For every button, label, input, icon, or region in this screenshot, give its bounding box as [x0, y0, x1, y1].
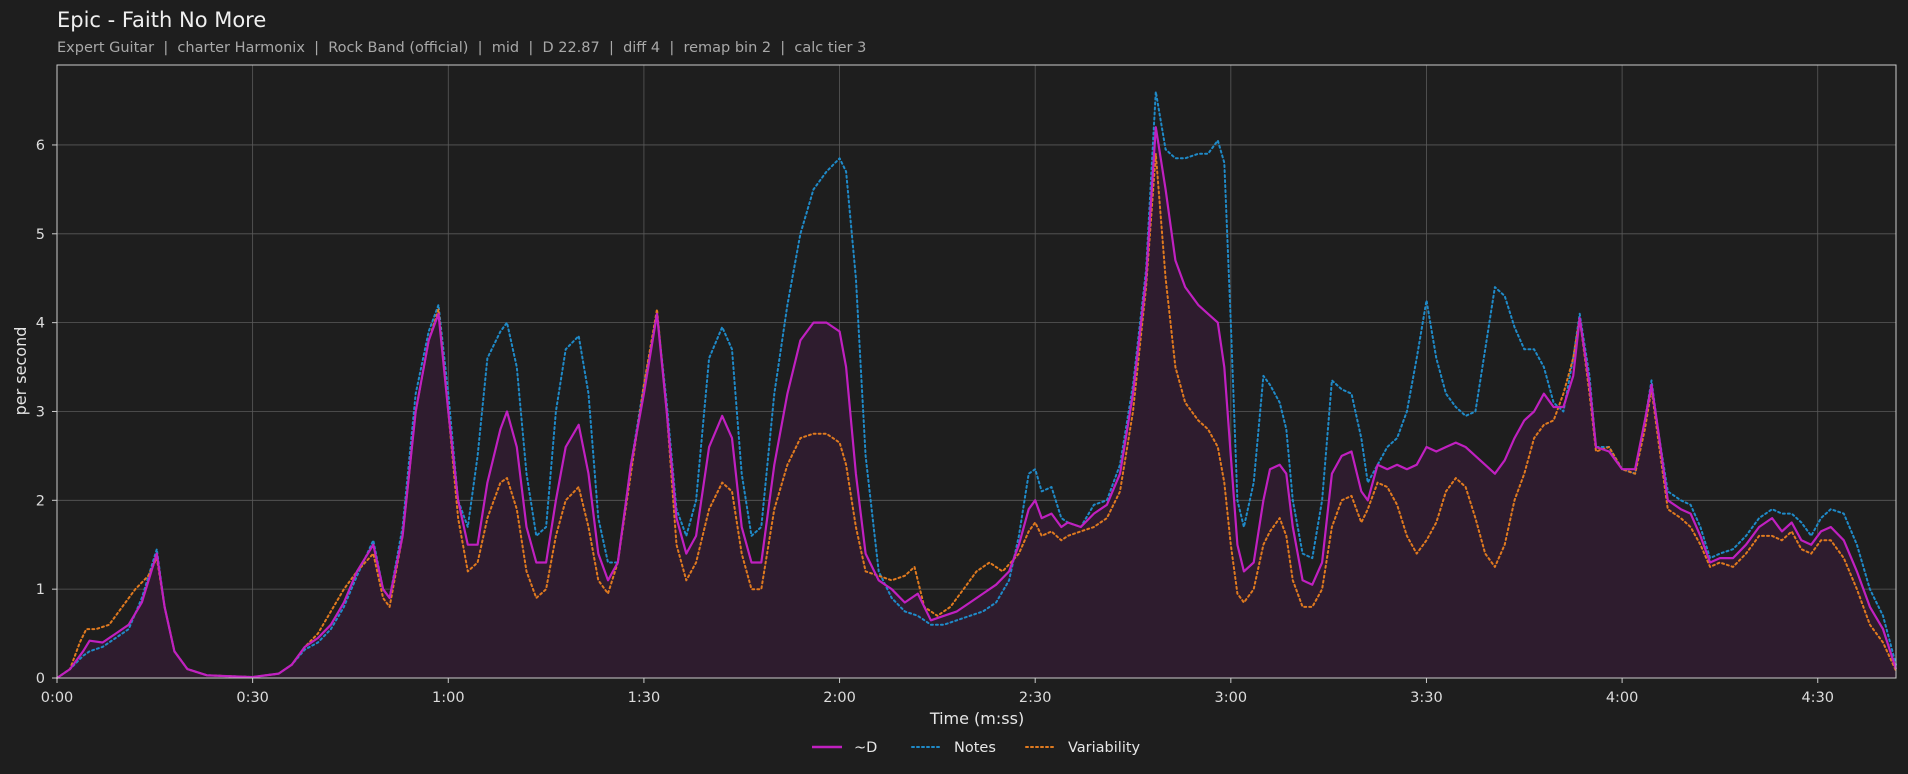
- y-tick-label: 0: [36, 671, 45, 687]
- x-tick-label: 3:30: [1410, 690, 1443, 706]
- legend-label: ~D: [854, 740, 877, 756]
- x-tick-label: 1:00: [432, 690, 465, 706]
- y-axis-label: per second: [11, 327, 30, 416]
- series-fills: [57, 127, 1896, 678]
- x-tick-label: 1:30: [628, 690, 661, 706]
- x-tick-label: 2:00: [823, 690, 856, 706]
- x-axis-label: Time (m:ss): [929, 709, 1024, 728]
- series-fill-d: [57, 127, 1896, 678]
- legend: ~D Notes Variability: [812, 740, 1141, 756]
- x-tick-label: 4:30: [1801, 690, 1834, 706]
- series-lines: [56, 90, 1898, 679]
- y-tick-label: 6: [36, 138, 45, 154]
- y-tick-label: 1: [36, 582, 45, 598]
- plot-frame: [56, 64, 1897, 679]
- y-axis-ticks: 0 1 2 3 4 5 6: [36, 138, 57, 687]
- legend-label: Variability: [1068, 740, 1141, 756]
- y-tick-label: 2: [36, 493, 45, 509]
- y-tick-label: 5: [36, 227, 45, 243]
- series-line-d: [56, 126, 1898, 679]
- x-tick-label: 0:00: [41, 690, 74, 706]
- legend-label: Notes: [954, 740, 996, 756]
- chart-subtitle: Expert Guitar | charter Harmonix | Rock …: [57, 40, 867, 56]
- x-tick-label: 4:00: [1606, 690, 1639, 706]
- x-tick-label: 0:30: [236, 690, 269, 706]
- y-tick-label: 4: [36, 316, 45, 332]
- x-tick-label: 3:00: [1215, 690, 1248, 706]
- x-axis-ticks: 0:00 0:30 1:00 1:30 2:00 2:30 3:00 3:30 4:00 4:30: [41, 678, 1834, 706]
- y-tick-label: 3: [36, 404, 45, 420]
- x-tick-label: 2:30: [1019, 690, 1052, 706]
- chart-title: Epic - Faith No More: [57, 8, 267, 32]
